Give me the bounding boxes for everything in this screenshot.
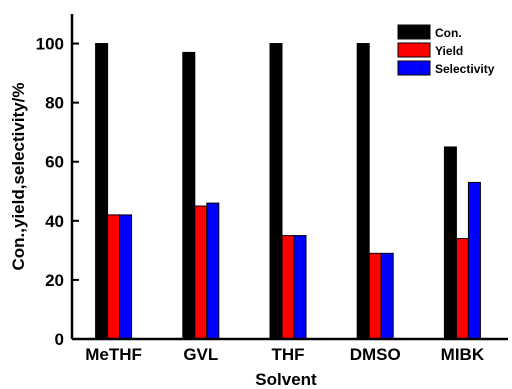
y-tick-label: 100 (36, 35, 64, 54)
bar-yield (107, 214, 121, 340)
x-ticks-group: MeTHF GVL THF DMSO MIBK (85, 345, 485, 364)
y-tick-label: 80 (45, 94, 64, 113)
y-tick-label: 20 (45, 271, 64, 290)
bar-selectivity (293, 235, 307, 340)
legend: Con. Yield Selectivity (397, 24, 495, 76)
y-tick-label: 60 (45, 153, 64, 172)
bar-con (443, 146, 457, 340)
bars-group (95, 43, 481, 340)
legend-swatch (397, 42, 431, 58)
y-tick-label: 40 (45, 212, 64, 231)
bar-selectivity (119, 214, 133, 340)
bar-yield (368, 252, 382, 340)
axes-group (70, 14, 508, 341)
x-axis-title: Solvent (255, 370, 317, 389)
y-tick-label: 0 (55, 330, 64, 349)
bar-yield (281, 235, 295, 340)
bar-con (269, 43, 283, 340)
legend-swatch (397, 24, 431, 40)
x-tick-label: DMSO (350, 345, 401, 364)
bar-con (356, 43, 370, 340)
legend-label: Yield (435, 44, 463, 58)
x-tick-label: GVL (183, 345, 218, 364)
bar-con (95, 43, 109, 340)
legend-label: Con. (435, 26, 462, 40)
legend-label: Selectivity (435, 62, 495, 76)
bar-yield (455, 238, 469, 340)
bar-yield (194, 205, 208, 340)
y-axis-title: Con.,yield,selectivity/% (9, 82, 28, 270)
bar-selectivity (206, 202, 220, 340)
x-tick-label: THF (271, 345, 304, 364)
legend-swatch (397, 60, 431, 76)
x-tick-label: MIBK (441, 345, 485, 364)
bar-con (182, 51, 196, 340)
x-tick-label: MeTHF (85, 345, 142, 364)
y-ticks-group: 0 20 40 60 80 100 (36, 35, 79, 349)
bar-selectivity (380, 252, 394, 340)
bar-selectivity (467, 181, 481, 340)
